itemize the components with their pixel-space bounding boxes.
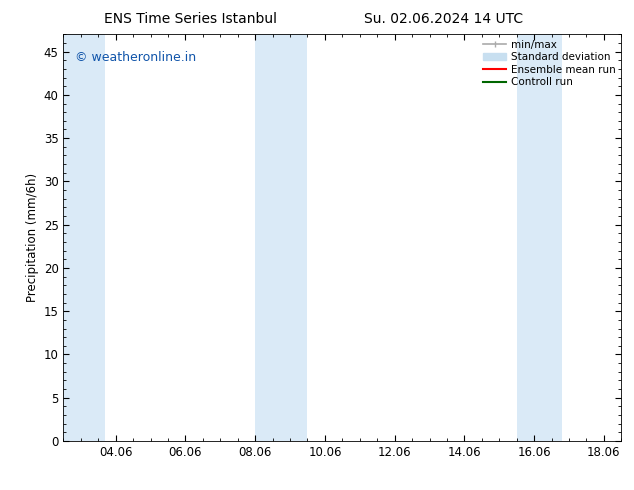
Text: Su. 02.06.2024 14 UTC: Su. 02.06.2024 14 UTC [365,12,523,26]
Y-axis label: Precipitation (mm/6h): Precipitation (mm/6h) [27,173,39,302]
Bar [63,34,105,441]
Text: ENS Time Series Istanbul: ENS Time Series Istanbul [104,12,276,26]
Bar [517,34,562,441]
Bar [255,34,307,441]
Text: © weatheronline.in: © weatheronline.in [75,50,196,64]
Legend: min/max, Standard deviation, Ensemble mean run, Controll run: min/max, Standard deviation, Ensemble me… [481,37,618,89]
